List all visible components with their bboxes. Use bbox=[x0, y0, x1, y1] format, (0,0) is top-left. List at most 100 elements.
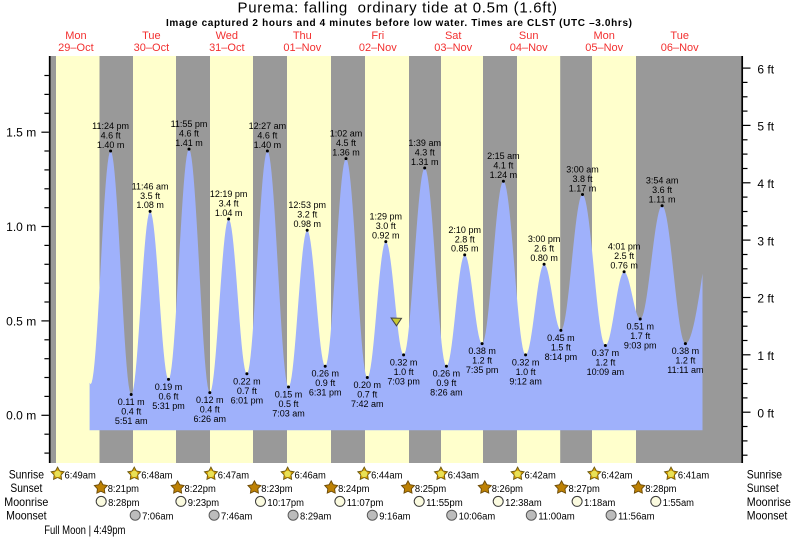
svg-text:10:17pm: 10:17pm bbox=[267, 498, 304, 509]
svg-text:Sunset: Sunset bbox=[747, 481, 779, 495]
svg-text:0.26 m: 0.26 m bbox=[433, 369, 461, 379]
svg-text:2:15 am: 2:15 am bbox=[487, 151, 520, 161]
svg-text:0.26 m: 0.26 m bbox=[311, 369, 339, 379]
svg-text:2.8 ft: 2.8 ft bbox=[455, 234, 476, 244]
svg-text:8:28pm: 8:28pm bbox=[645, 484, 676, 495]
svg-text:1.40 m: 1.40 m bbox=[254, 140, 282, 150]
svg-text:Image captured 2 hours and 4 m: Image captured 2 hours and 4 minutes bef… bbox=[166, 18, 632, 29]
svg-text:0.7 ft: 0.7 ft bbox=[357, 390, 378, 400]
svg-text:2.5 ft: 2.5 ft bbox=[614, 251, 635, 261]
svg-text:6:49am: 6:49am bbox=[65, 470, 96, 481]
svg-text:11:11 am: 11:11 am bbox=[667, 365, 703, 375]
svg-text:0.5 ft: 0.5 ft bbox=[278, 399, 299, 409]
svg-text:Thu: Thu bbox=[293, 30, 312, 42]
svg-text:6:48am: 6:48am bbox=[141, 470, 172, 481]
svg-text:7:03 pm: 7:03 pm bbox=[387, 376, 420, 386]
svg-text:0.22 m: 0.22 m bbox=[233, 376, 261, 386]
svg-text:3.8 ft: 3.8 ft bbox=[572, 174, 593, 184]
svg-text:Mon: Mon bbox=[593, 30, 614, 42]
svg-text:9:23pm: 9:23pm bbox=[188, 498, 219, 509]
svg-text:1.24 m: 1.24 m bbox=[490, 170, 518, 180]
svg-text:0.51 m: 0.51 m bbox=[626, 322, 654, 332]
svg-text:3.6 ft: 3.6 ft bbox=[652, 185, 673, 195]
svg-text:0.37 m: 0.37 m bbox=[592, 348, 620, 358]
svg-text:0 ft: 0 ft bbox=[757, 406, 774, 420]
svg-text:11:07pm: 11:07pm bbox=[347, 498, 384, 509]
svg-text:3.5 ft: 3.5 ft bbox=[140, 191, 161, 201]
svg-text:3.2 ft: 3.2 ft bbox=[297, 210, 318, 220]
svg-text:0.4 ft: 0.4 ft bbox=[200, 405, 221, 415]
svg-text:4.6 ft: 4.6 ft bbox=[179, 129, 200, 139]
svg-text:4.1 ft: 4.1 ft bbox=[493, 161, 514, 171]
svg-text:8:29am: 8:29am bbox=[300, 512, 331, 523]
svg-text:8:25pm: 8:25pm bbox=[415, 484, 446, 495]
svg-text:9:16am: 9:16am bbox=[379, 512, 410, 523]
svg-text:7:35 pm: 7:35 pm bbox=[466, 365, 499, 375]
svg-text:0.4 ft: 0.4 ft bbox=[121, 407, 142, 417]
svg-text:8:28pm: 8:28pm bbox=[108, 498, 139, 509]
svg-text:1.41 m: 1.41 m bbox=[175, 138, 203, 148]
svg-text:0.0 m: 0.0 m bbox=[6, 409, 36, 423]
svg-text:0.15 m: 0.15 m bbox=[275, 390, 303, 400]
svg-text:1.2 ft: 1.2 ft bbox=[595, 358, 616, 368]
svg-text:Fri: Fri bbox=[371, 30, 384, 42]
svg-text:1:29 pm: 1:29 pm bbox=[370, 212, 403, 222]
svg-text:12:19 pm: 12:19 pm bbox=[210, 189, 248, 199]
svg-text:Purema: falling ordinary tide: Purema: falling ordinary tide at 0.5m (1… bbox=[238, 0, 558, 17]
svg-text:1.36 m: 1.36 m bbox=[332, 147, 360, 157]
svg-text:10:06am: 10:06am bbox=[459, 512, 496, 523]
svg-text:0.85 m: 0.85 m bbox=[451, 244, 479, 254]
svg-text:6:26 am: 6:26 am bbox=[194, 414, 227, 424]
svg-text:6:44am: 6:44am bbox=[371, 470, 402, 481]
svg-text:9:03 pm: 9:03 pm bbox=[624, 341, 657, 351]
svg-text:0.32 m: 0.32 m bbox=[390, 357, 418, 367]
svg-text:29–Oct: 29–Oct bbox=[58, 42, 93, 54]
svg-text:6:01 pm: 6:01 pm bbox=[231, 395, 264, 405]
svg-text:0.7 ft: 0.7 ft bbox=[237, 386, 258, 396]
svg-text:Moonrise: Moonrise bbox=[4, 495, 48, 509]
svg-text:11:46 am: 11:46 am bbox=[132, 181, 169, 191]
svg-text:Wed: Wed bbox=[216, 30, 238, 42]
svg-text:4.5 ft: 4.5 ft bbox=[336, 138, 357, 148]
svg-text:10:09 am: 10:09 am bbox=[587, 367, 625, 377]
svg-text:6:46am: 6:46am bbox=[295, 470, 326, 481]
svg-text:6 ft: 6 ft bbox=[757, 62, 774, 76]
svg-text:7:42 am: 7:42 am bbox=[351, 399, 384, 409]
svg-text:5:31 pm: 5:31 pm bbox=[152, 401, 185, 411]
svg-text:04–Nov: 04–Nov bbox=[510, 42, 548, 54]
svg-text:1:55am: 1:55am bbox=[663, 498, 694, 509]
svg-text:0.38 m: 0.38 m bbox=[468, 346, 496, 356]
svg-text:6:47am: 6:47am bbox=[218, 470, 249, 481]
svg-text:Mon: Mon bbox=[65, 30, 86, 42]
svg-text:1:18am: 1:18am bbox=[584, 498, 615, 509]
svg-text:8:27pm: 8:27pm bbox=[569, 484, 600, 495]
svg-text:30–Oct: 30–Oct bbox=[134, 42, 169, 54]
svg-text:05–Nov: 05–Nov bbox=[585, 42, 623, 54]
svg-text:6:42am: 6:42am bbox=[525, 470, 556, 481]
svg-text:4:01 pm: 4:01 pm bbox=[608, 242, 641, 252]
svg-text:1.2 ft: 1.2 ft bbox=[472, 356, 493, 366]
svg-text:1.40 m: 1.40 m bbox=[97, 140, 125, 150]
svg-text:5:51 am: 5:51 am bbox=[115, 416, 148, 426]
svg-text:3 ft: 3 ft bbox=[757, 234, 774, 248]
svg-text:7:46am: 7:46am bbox=[221, 512, 252, 523]
svg-text:4.6 ft: 4.6 ft bbox=[257, 130, 278, 140]
svg-text:5 ft: 5 ft bbox=[757, 120, 774, 134]
svg-text:Tue: Tue bbox=[142, 30, 161, 42]
svg-text:31–Oct: 31–Oct bbox=[209, 42, 244, 54]
svg-text:Sunrise: Sunrise bbox=[747, 467, 783, 481]
svg-text:2 ft: 2 ft bbox=[757, 292, 774, 306]
svg-text:Moonset: Moonset bbox=[747, 509, 788, 523]
svg-text:2:10 pm: 2:10 pm bbox=[448, 225, 481, 235]
svg-text:Tue: Tue bbox=[670, 30, 689, 42]
svg-text:Moonset: Moonset bbox=[6, 509, 47, 523]
svg-text:6:41am: 6:41am bbox=[678, 470, 709, 481]
svg-text:3.0 ft: 3.0 ft bbox=[376, 221, 397, 231]
svg-text:1.5 ft: 1.5 ft bbox=[551, 342, 572, 352]
svg-text:0.11 m: 0.11 m bbox=[118, 397, 145, 407]
svg-text:06–Nov: 06–Nov bbox=[661, 42, 699, 54]
svg-text:8:26pm: 8:26pm bbox=[492, 484, 523, 495]
svg-text:0.76 m: 0.76 m bbox=[610, 261, 638, 271]
svg-text:8:26 am: 8:26 am bbox=[430, 388, 463, 398]
svg-text:1.04 m: 1.04 m bbox=[215, 208, 243, 218]
